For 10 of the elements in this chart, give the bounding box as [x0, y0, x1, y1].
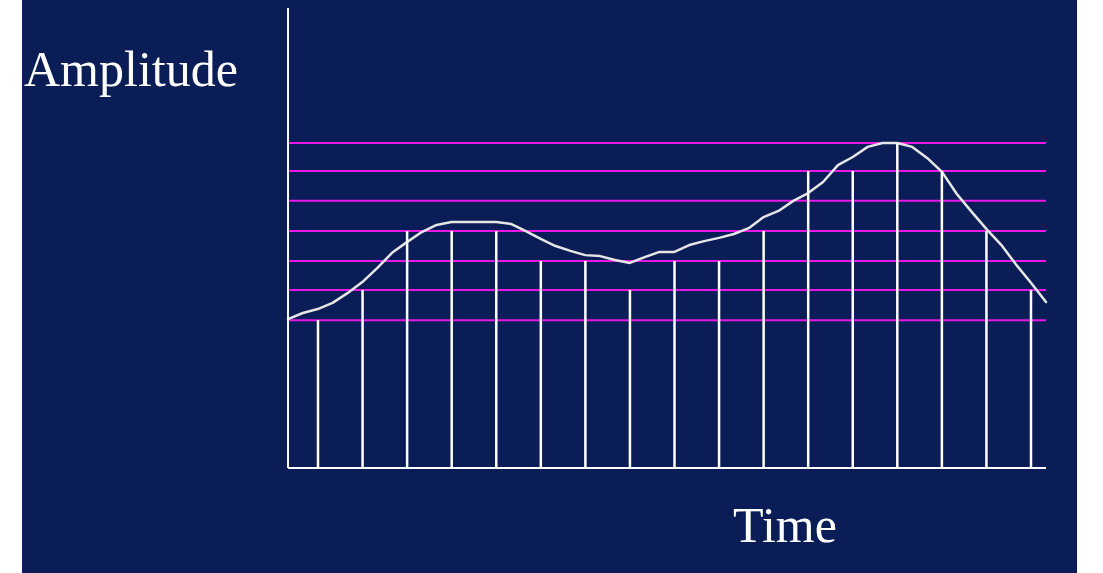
bar	[673, 260, 676, 468]
bar	[361, 289, 364, 468]
bar	[896, 143, 899, 468]
bar	[584, 260, 587, 468]
bar	[762, 231, 765, 468]
x-axis-title: Time	[733, 497, 837, 553]
y-axis-title: Amplitude	[24, 41, 238, 97]
bar	[985, 231, 988, 468]
bar	[495, 231, 498, 468]
bar	[450, 231, 453, 468]
